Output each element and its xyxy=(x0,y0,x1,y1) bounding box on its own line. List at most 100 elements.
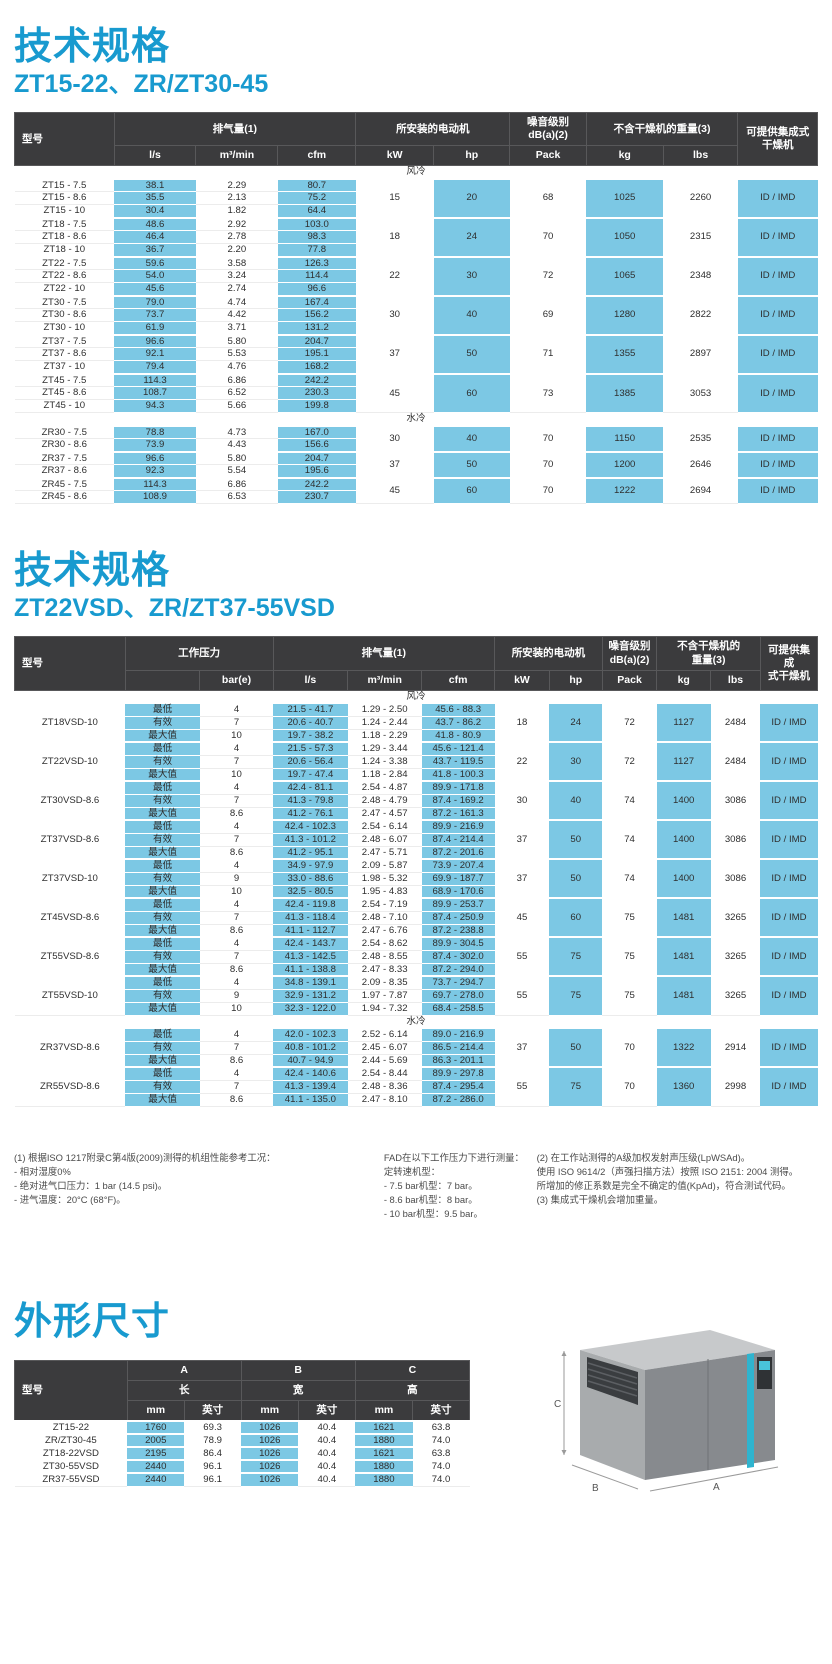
m3min-cell: 6.86 xyxy=(195,476,278,492)
ls-cell: 38.1 xyxy=(114,177,196,193)
col-header-unit: Pack xyxy=(509,145,587,167)
col-header-a: A xyxy=(126,1359,242,1382)
m3min-cell: 2.09 - 5.87 xyxy=(347,858,422,873)
a-mm-cell: 2440 xyxy=(127,1472,185,1487)
cooling-section-label: 风冷 xyxy=(14,690,818,704)
m3min-cell: 2.09 - 8.35 xyxy=(347,975,422,990)
m3min-cell: 2.54 - 4.87 xyxy=(347,780,422,795)
bar-cell: 9 xyxy=(199,872,274,886)
table-row: 有效 7 41.3 - 79.8 2.48 - 4.79 87.4 - 169.2 xyxy=(15,794,818,808)
model-cell: ZT30 - 8.6 xyxy=(14,308,115,323)
kw-cell: 45 xyxy=(494,897,550,938)
model-cell: ZT45 - 8.6 xyxy=(14,386,115,401)
ls-cell: 41.3 - 79.8 xyxy=(273,794,348,808)
table-row: 最大值 8.6 41.1 - 138.8 2.47 - 8.33 87.2 - 294.… xyxy=(15,963,818,977)
footnote-line: FAD在以下工作压力下进行测量： xyxy=(383,1151,524,1163)
kw-cell: 22 xyxy=(355,255,434,297)
footnote-line: 使用 ISO 9614/2（声强扫描方法）按照 ISO 2151: 2004 测… xyxy=(536,1165,799,1177)
table-row: ZT30 - 7.5 79.0 4.74 167.4 30 40 69 1280 2822 ID … xyxy=(14,294,818,336)
m3min-cell: 5.54 xyxy=(195,464,278,479)
kg-cell: 1385 xyxy=(586,372,664,414)
m3min-cell: 2.48 - 4.79 xyxy=(347,794,422,808)
col-header-model: 型号 xyxy=(14,1359,128,1422)
model-cell: ZR45 - 8.6 xyxy=(14,490,115,505)
footnote-line: - 相对湿度0% xyxy=(14,1165,71,1177)
cooling-section-label: 水冷 xyxy=(14,412,818,427)
table-row: 有效 7 41.3 - 101.2 2.48 - 6.07 87.4 - 214.4 xyxy=(15,833,818,847)
c-inch-cell: 63.8 xyxy=(412,1420,470,1435)
kg-cell: 1400 xyxy=(656,780,711,821)
model-cell: ZR30 - 7.5 xyxy=(14,424,115,440)
cfm-cell: 87.2 - 161.3 xyxy=(421,807,495,821)
table-row: ZT37 - 10 79.4 4.76 168.2 xyxy=(14,360,818,375)
pack-cell: 71 xyxy=(509,333,587,375)
ls-cell: 108.7 xyxy=(114,386,196,401)
bar-cell: 4 xyxy=(199,702,274,717)
pressure-type-cell: 最低 xyxy=(125,897,200,912)
pack-cell: 70 xyxy=(509,450,587,479)
a-mm-cell: 2440 xyxy=(127,1459,185,1474)
bar-cell: 4 xyxy=(199,858,274,873)
compressor-top-face xyxy=(580,1330,775,1371)
model-cell: ZT45 - 10 xyxy=(14,399,115,414)
table-row: ZT45 - 10 94.3 5.66 199.8 xyxy=(14,399,818,414)
table-row: 有效 7 41.3 - 118.4 2.48 - 7.10 87.4 - 250.9 xyxy=(15,911,818,925)
cfm-cell: 68.4 - 258.5 xyxy=(421,1002,495,1016)
dryer-cell: ID / IMD xyxy=(737,294,818,336)
m3min-cell: 2.20 xyxy=(195,243,278,258)
bar-cell: 10 xyxy=(199,729,274,743)
kg-cell: 1065 xyxy=(586,255,664,297)
ls-cell: 59.6 xyxy=(114,255,196,271)
cfm-cell: 114.4 xyxy=(277,269,356,284)
cfm-cell: 242.2 xyxy=(277,372,356,388)
footnote-line: 所增加的修正系数是完全不确定的值(KpAd)，符合测试代码。 xyxy=(536,1180,791,1192)
footnote-line: (1) 根据ISO 1217附录C第4版(2009)测得的机组性能参考工况： xyxy=(14,1151,276,1163)
m3min-cell: 5.66 xyxy=(195,399,278,414)
table-row: ZT22VSD-10 最低 4 21.5 - 57.3 1.29 - 3.44 45.6 … xyxy=(14,741,818,782)
bar-cell: 8.6 xyxy=(199,924,274,938)
ls-cell: 42.4 - 140.6 xyxy=(273,1066,348,1081)
cfm-cell: 43.7 - 119.5 xyxy=(421,755,495,769)
pressure-type-cell: 最大值 xyxy=(125,846,200,860)
ls-cell: 61.9 xyxy=(114,321,196,336)
m3min-cell: 2.47 - 8.10 xyxy=(347,1093,422,1107)
table-row: ZT15 - 8.6 35.5 2.13 75.2 xyxy=(14,191,818,206)
lbs-cell: 2998 xyxy=(710,1066,761,1107)
m3min-cell: 2.47 - 6.76 xyxy=(347,924,422,938)
pressure-type-cell: 最低 xyxy=(125,1027,200,1042)
kg-cell: 1400 xyxy=(656,819,711,860)
ls-cell: 35.5 xyxy=(114,191,196,206)
kg-cell: 1481 xyxy=(656,975,711,1016)
ls-cell: 48.6 xyxy=(114,216,196,232)
table-row: ZR45 - 8.6 108.9 6.53 230.7 xyxy=(14,490,818,505)
bar-cell: 8.6 xyxy=(199,1054,274,1068)
section-label-row: 风冷 xyxy=(14,690,818,704)
dryer-cell: ID / IMD xyxy=(737,372,818,414)
bar-cell: 4 xyxy=(199,1027,274,1042)
cfm-cell: 98.3 xyxy=(277,230,356,245)
col-header-unit: 英寸 xyxy=(183,1400,242,1422)
pack-cell: 73 xyxy=(509,372,587,414)
m3min-cell: 1.98 - 5.32 xyxy=(347,872,422,886)
hp-cell: 30 xyxy=(433,255,510,297)
cfm-cell: 73.9 - 207.4 xyxy=(421,858,495,873)
hp-cell: 40 xyxy=(433,424,510,453)
table-row: 最大值 8.6 41.1 - 135.0 2.47 - 8.10 87.2 - 286.… xyxy=(15,1093,818,1107)
m3min-cell: 2.47 - 5.71 xyxy=(347,846,422,860)
col-header-fad: 排气量(1) xyxy=(113,112,357,147)
ls-cell: 40.8 - 101.2 xyxy=(273,1041,348,1055)
col-header-b: B xyxy=(240,1359,356,1382)
ls-cell: 79.4 xyxy=(114,360,196,375)
c-mm-cell: 1621 xyxy=(355,1420,413,1435)
cfm-cell: 195.1 xyxy=(277,347,356,362)
model-cell: ZT18 - 10 xyxy=(14,243,115,258)
dryer-cell: ID / IMD xyxy=(760,975,818,1016)
control-screen xyxy=(759,1361,770,1371)
dimensions-title: 外形尺寸 xyxy=(14,1301,171,1344)
col-header-unit: m³/min xyxy=(195,145,279,167)
cfm-cell: 103.0 xyxy=(277,216,356,232)
pressure-type-cell: 最大值 xyxy=(125,924,200,938)
model-cell: ZR55VSD-8.6 xyxy=(14,1066,126,1107)
cfm-cell: 86.5 - 214.4 xyxy=(421,1041,495,1055)
